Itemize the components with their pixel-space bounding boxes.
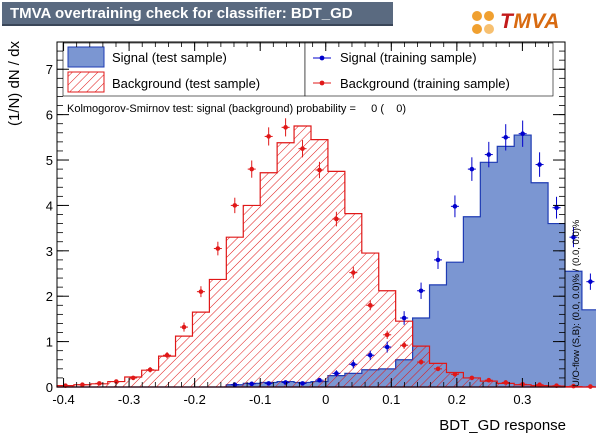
x-tick-label: 0.1 [382, 392, 400, 407]
x-tick-label: -0.4 [52, 392, 74, 407]
signal-train-point [266, 381, 271, 386]
background-train-point [334, 216, 339, 222]
signal-train-point [486, 152, 492, 157]
signal-train-point [401, 315, 407, 321]
y-tick-label: 7 [46, 62, 53, 77]
tmva-logo-text: TMVA [500, 10, 560, 34]
signal-train-point [384, 344, 390, 350]
background-train-point [164, 352, 170, 358]
signal-train-point [249, 381, 255, 387]
signal-train-point [571, 234, 576, 240]
signal-train-point [317, 377, 322, 383]
y-axis-label: (1/N) dN / dx [6, 41, 23, 127]
y-tick-label: 1 [46, 335, 53, 350]
title-box: TMVA overtraining check for classifier: … [2, 2, 393, 26]
legend-label-signal-train: Signal (training sample) [340, 50, 477, 65]
y-tick-label: 4 [46, 198, 53, 213]
legend-label-background-test: Background (test sample) [112, 76, 260, 91]
tmva-logo-t: T [500, 10, 514, 33]
background-train-point [147, 367, 153, 373]
background-train-point [469, 375, 475, 381]
background-train-point [486, 377, 492, 383]
background-train-point [401, 342, 407, 348]
y-tick-label: 6 [46, 108, 53, 123]
background-train-point [249, 166, 255, 172]
background-train-point [452, 371, 458, 377]
tmva-logo-rest: MVA [513, 10, 560, 33]
x-tick-label: 0.2 [448, 392, 466, 407]
overflow-text: U/O-flow (S,B): (0.0, 0.0)% / (0.0, 0.0)… [571, 219, 582, 387]
y-tick-label: 5 [46, 153, 53, 168]
signal-train-point [351, 362, 356, 367]
signal-train-point [452, 204, 458, 209]
y-tick-label: 3 [46, 244, 53, 259]
legend-background-train-marker [319, 80, 325, 86]
background-train-point [130, 375, 136, 381]
background-train-point [181, 324, 187, 330]
background-train-point [537, 382, 542, 388]
signal-train-point [588, 279, 593, 284]
y-tick-label: 2 [46, 289, 53, 304]
background-train-point [283, 125, 288, 130]
background-train-point [266, 134, 271, 139]
background-train-point [351, 270, 356, 275]
background-train-point [503, 380, 509, 385]
y-tick-label: 0 [46, 380, 53, 395]
ks-test-text: Kolmogorov-Smirnov test: signal (backgro… [67, 103, 406, 115]
axes: -0.4 -0.3 -0.2 -0.1 0 0.1 0.2 0.3 0 1 2 3 4 5 6 7 [46, 41, 566, 407]
legend-signal-swatch [67, 46, 105, 68]
signal-train-point [334, 371, 339, 376]
legend: Signal (test sample) Background (test sa… [62, 42, 554, 97]
signal-train-point [537, 162, 542, 167]
background-train-point [418, 359, 424, 365]
x-tick-label: 0.3 [513, 392, 531, 407]
x-tick-label: 0 [322, 392, 329, 407]
background-train-point [367, 302, 373, 308]
signal-train-point [435, 257, 441, 263]
background-train-point [588, 384, 593, 389]
x-tick-label: -0.2 [183, 392, 205, 407]
background-train-point [571, 383, 576, 389]
background-train-point [113, 379, 119, 384]
signal-train-point [503, 135, 509, 140]
x-tick-label: -0.3 [118, 392, 140, 407]
chart-title: TMVA overtraining check for classifier: … [10, 5, 353, 22]
signal-train-point [418, 288, 424, 294]
x-axis-label: BDT_GD response [439, 417, 566, 434]
background-train-point [435, 366, 441, 372]
signal-train-point [300, 381, 305, 386]
signal-train-point [283, 380, 288, 385]
plot-area [56, 118, 596, 389]
legend-label-signal-test: Signal (test sample) [112, 50, 227, 65]
background-train-point [215, 246, 221, 251]
signal-train-point [554, 205, 559, 210]
legend-signal-train-marker [319, 55, 325, 61]
x-tick-label: -0.1 [249, 392, 271, 407]
signal-train-point [232, 382, 238, 388]
legend-label-background-train: Background (training sample) [340, 76, 510, 91]
legend-background-swatch [67, 71, 105, 93]
background-train-point [384, 332, 390, 338]
signal-train-point [367, 352, 373, 358]
signal-train-point [469, 166, 475, 172]
background-train-point [80, 382, 85, 388]
background-train-point [317, 167, 322, 173]
tmva-logo: TMVA [470, 9, 562, 37]
tmva-logo-icon [472, 11, 494, 34]
background-train-point [198, 289, 204, 294]
background-train-point [232, 203, 238, 208]
signal-train-point [520, 131, 525, 136]
background-train-point [97, 381, 102, 386]
background-train-point [300, 146, 305, 151]
